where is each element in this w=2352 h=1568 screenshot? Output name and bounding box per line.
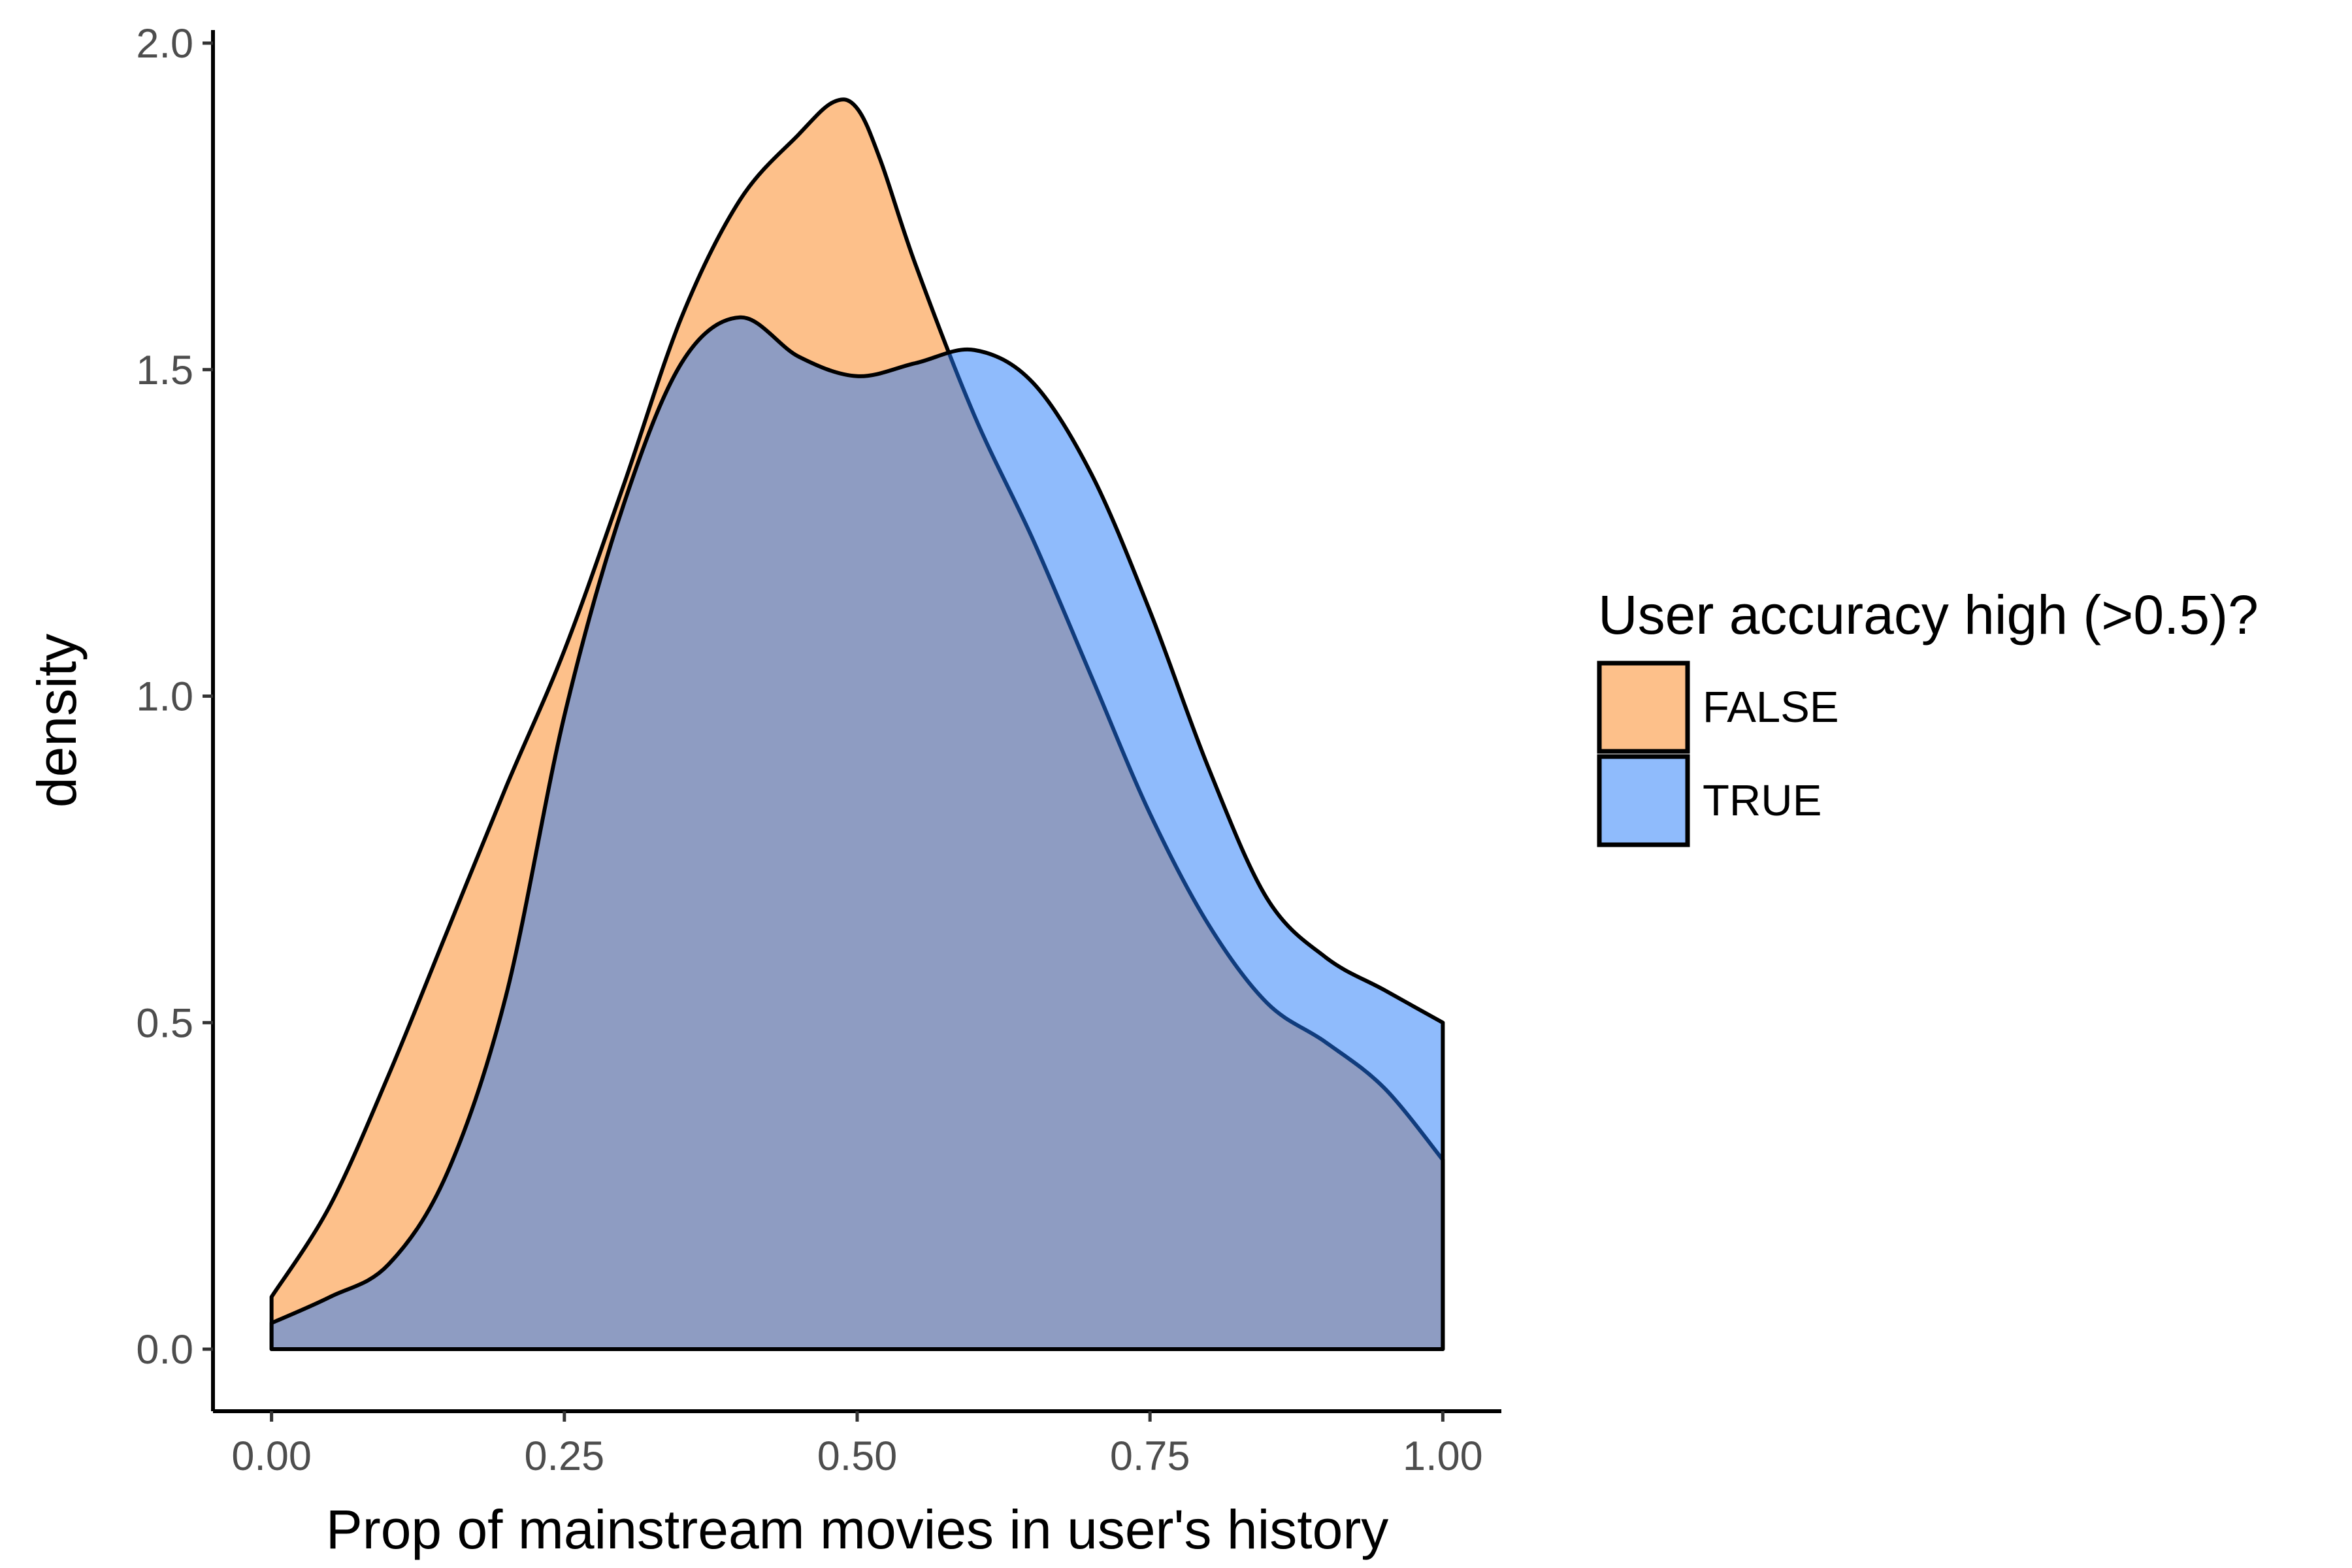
x-tick-label: 1.00 [1403, 1433, 1483, 1479]
y-tick-label: 1.5 [136, 348, 193, 393]
y-tick-label: 1.0 [136, 674, 193, 720]
legend-swatch-false [1597, 661, 1690, 754]
x-axis-ticks: 0.00 0.25 0.50 0.75 1.00 [231, 1411, 1483, 1479]
density-area-true [269, 315, 1445, 1352]
y-axis-title: density [26, 634, 88, 808]
legend-label-true: TRUE [1703, 776, 1821, 825]
x-tick-label: 0.75 [1110, 1433, 1190, 1479]
y-tick-label: 0.0 [136, 1327, 193, 1373]
x-tick-label: 0.00 [231, 1433, 312, 1479]
y-axis-ticks: 0.0 0.5 1.0 1.5 2.0 [136, 21, 213, 1373]
legend-items: FALSE TRUE [1597, 661, 1839, 847]
x-tick-label: 0.25 [525, 1433, 605, 1479]
y-tick-label: 0.5 [136, 1000, 193, 1046]
x-tick-label: 0.50 [817, 1433, 898, 1479]
y-tick-label: 2.0 [136, 21, 193, 67]
legend-swatch-true [1597, 754, 1690, 847]
legend: User accuracy high (>0.5)? FALSE TRUE [1597, 584, 2259, 847]
x-axis-title: Prop of mainstream movies in user's hist… [326, 1499, 1389, 1560]
legend-label-false: FALSE [1703, 683, 1839, 732]
legend-title: User accuracy high (>0.5)? [1598, 584, 2259, 645]
density-areas [269, 97, 1445, 1352]
